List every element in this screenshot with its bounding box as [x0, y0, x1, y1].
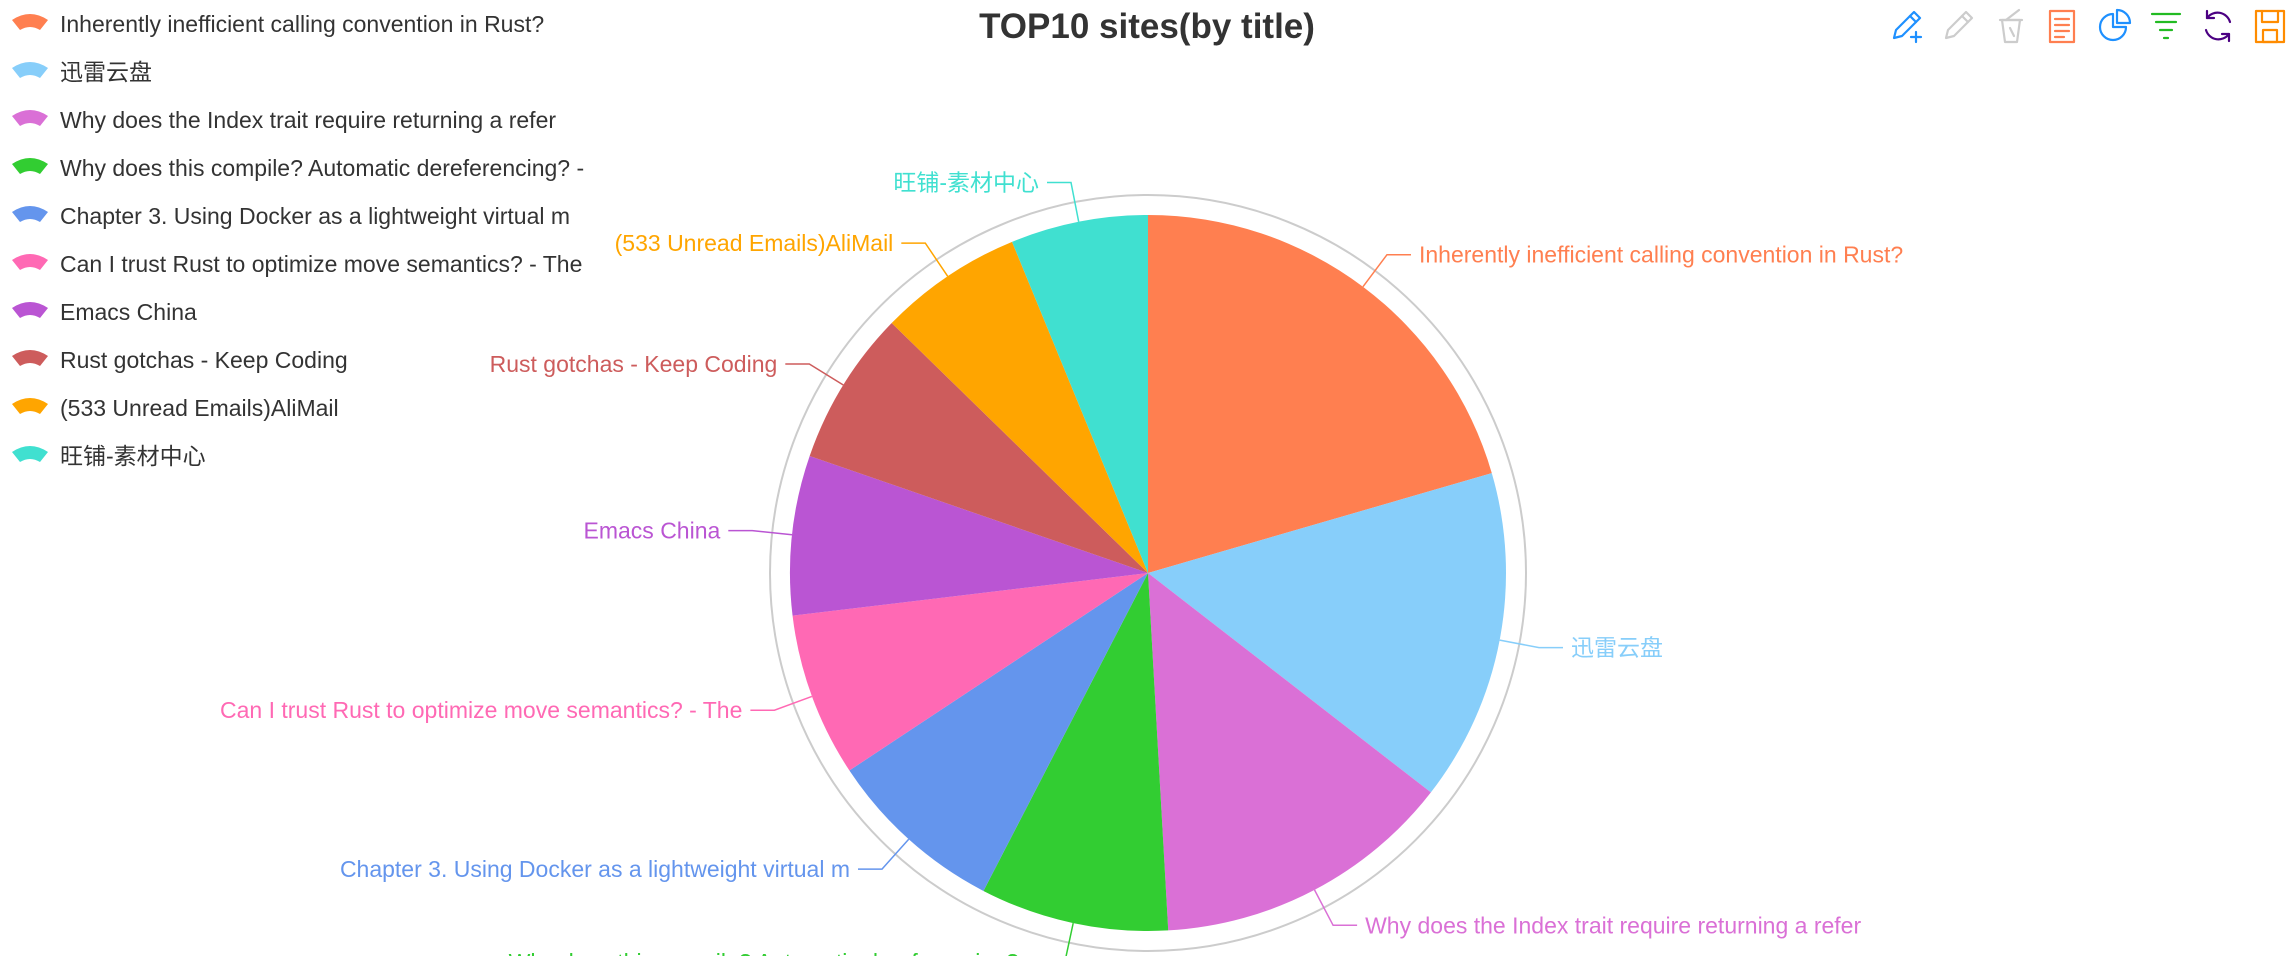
slice-label: (533 Unread Emails)AliMail [615, 230, 894, 256]
pie-slice[interactable] [1148, 473, 1507, 793]
legend-item[interactable]: Chapter 3. Using Docker as a lightweight… [12, 203, 570, 229]
legend-marker [12, 350, 48, 366]
slice-label: Rust gotchas - Keep Coding [490, 351, 778, 377]
funnel-icon[interactable] [2150, 12, 2182, 40]
mark-icon[interactable] [1892, 10, 1923, 44]
legend-marker [12, 254, 48, 270]
legend-label: 旺铺-素材中心 [60, 443, 206, 469]
pie-outer-ring [769, 194, 1527, 952]
restore-icon[interactable] [2204, 9, 2232, 43]
label-leader-line [858, 838, 910, 870]
slice-label: Emacs China [584, 518, 721, 544]
legend-marker [12, 62, 48, 78]
label-leader-line [901, 242, 949, 277]
legend: Inherently inefficient calling conventio… [12, 11, 584, 469]
label-leader-line [1499, 639, 1563, 649]
pie-slice[interactable] [1148, 573, 1431, 931]
pie-slice[interactable] [849, 573, 1148, 891]
slice-label: Chapter 3. Using Docker as a lightweight… [340, 856, 850, 882]
legend-item[interactable]: Can I trust Rust to optimize move semant… [12, 251, 582, 277]
legend-label: Inherently inefficient calling conventio… [60, 11, 544, 37]
legend-marker [12, 446, 48, 462]
legend-label: Chapter 3. Using Docker as a lightweight… [60, 203, 570, 229]
legend-item[interactable]: Why does this compile? Automatic derefer… [12, 155, 584, 181]
pie-slice[interactable] [1148, 215, 1492, 573]
pie-slice[interactable] [1012, 215, 1148, 573]
toolbox [1892, 8, 2286, 44]
label-leader-line [728, 529, 793, 536]
pie-slice[interactable] [809, 323, 1148, 573]
pie-slice[interactable] [983, 573, 1169, 932]
slice-label: 旺铺-素材中心 [893, 170, 1039, 196]
pie-slice[interactable] [792, 573, 1148, 771]
legend-item[interactable]: Inherently inefficient calling conventio… [12, 11, 544, 37]
legend-marker [12, 398, 48, 414]
legend-item[interactable]: Rust gotchas - Keep Coding [12, 347, 348, 373]
chart-title: TOP10 sites(by title) [979, 7, 1315, 46]
label-leader-line [1047, 181, 1080, 222]
legend-label: Rust gotchas - Keep Coding [60, 347, 348, 373]
label-leader-line [1362, 253, 1411, 288]
pie-slice[interactable] [790, 455, 1148, 616]
legend-label: (533 Unread Emails)AliMail [60, 395, 339, 421]
legend-item[interactable]: 旺铺-素材中心 [12, 443, 206, 469]
slice-label: Inherently inefficient calling conventio… [1419, 242, 1903, 268]
legend-marker [12, 302, 48, 318]
legend-label: 迅雷云盘 [60, 59, 152, 85]
label-leader-line [785, 363, 844, 386]
slice-label: Can I trust Rust to optimize move semant… [220, 697, 742, 723]
pie-slices [790, 215, 1507, 932]
label-leader-line [1065, 922, 1074, 956]
data-view-icon[interactable] [2048, 9, 2076, 44]
slice-label: Why does the Index trait require returni… [1365, 912, 1861, 938]
mark-undo-icon[interactable] [1944, 10, 1974, 40]
label-leader-line [750, 695, 813, 711]
legend-marker [12, 110, 48, 126]
save-image-icon[interactable] [2254, 9, 2286, 44]
legend-marker [12, 158, 48, 174]
legend-item[interactable]: Emacs China [12, 299, 197, 325]
slice-label: Why does this compile? Automatic derefer… [509, 949, 1033, 956]
legend-marker [12, 14, 48, 30]
legend-item[interactable]: (533 Unread Emails)AliMail [12, 395, 339, 421]
legend-marker [12, 206, 48, 222]
slice-label: 迅雷云盘 [1571, 635, 1663, 661]
pie-chart-icon[interactable] [2098, 8, 2132, 42]
legend-label: Why does this compile? Automatic derefer… [60, 155, 584, 181]
pie-slice[interactable] [891, 241, 1148, 573]
legend-item[interactable]: Why does the Index trait require returni… [12, 107, 556, 133]
legend-label: Why does the Index trait require returni… [60, 107, 556, 133]
legend-label: Can I trust Rust to optimize move semant… [60, 251, 582, 277]
slice-labels: Inherently inefficient calling conventio… [220, 170, 1903, 956]
legend-item[interactable]: 迅雷云盘 [12, 59, 152, 85]
mark-clear-icon[interactable] [1998, 8, 2024, 44]
label-leader-line [1313, 889, 1358, 927]
legend-label: Emacs China [60, 299, 197, 325]
